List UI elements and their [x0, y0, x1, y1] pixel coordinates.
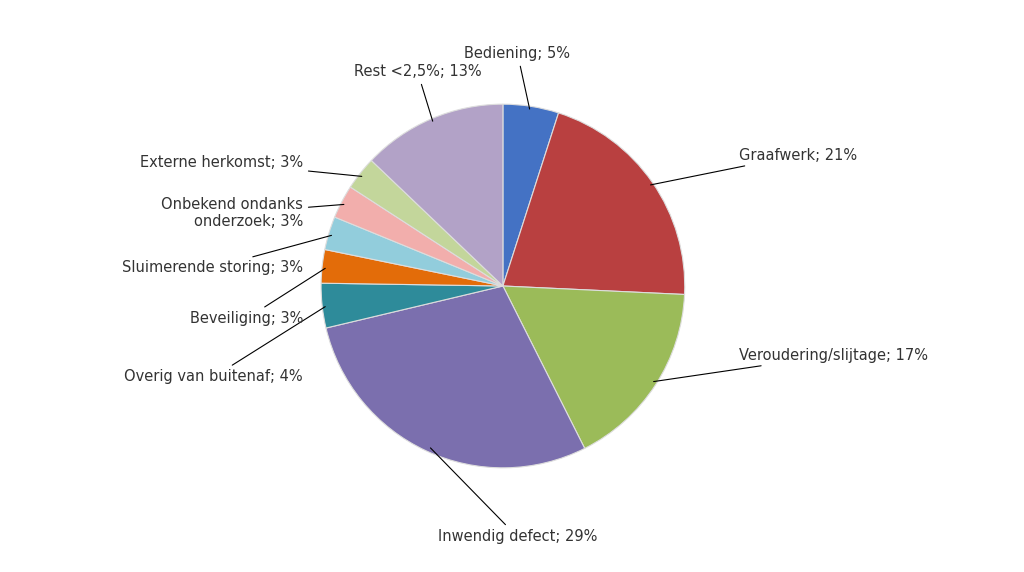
Text: Rest <2,5%; 13%: Rest <2,5%; 13%	[353, 64, 481, 121]
Wedge shape	[326, 286, 585, 468]
Wedge shape	[372, 104, 503, 286]
Wedge shape	[335, 187, 503, 286]
Wedge shape	[350, 161, 503, 286]
Text: Beveiliging; 3%: Beveiliging; 3%	[189, 268, 326, 326]
Text: Bediening; 5%: Bediening; 5%	[465, 46, 570, 109]
Wedge shape	[503, 286, 684, 448]
Wedge shape	[503, 113, 685, 295]
Text: Inwendig defect; 29%: Inwendig defect; 29%	[430, 448, 597, 545]
Wedge shape	[503, 104, 558, 286]
Wedge shape	[322, 283, 503, 328]
Text: Graafwerk; 21%: Graafwerk; 21%	[650, 148, 857, 185]
Text: Veroudering/slijtage; 17%: Veroudering/slijtage; 17%	[653, 348, 929, 382]
Text: Onbekend ondanks
onderzoek; 3%: Onbekend ondanks onderzoek; 3%	[161, 197, 344, 229]
Text: Externe herkomst; 3%: Externe herkomst; 3%	[139, 155, 361, 176]
Text: Sluimerende storing; 3%: Sluimerende storing; 3%	[122, 235, 332, 275]
Wedge shape	[322, 249, 503, 286]
Wedge shape	[325, 217, 503, 286]
Text: Overig van buitenaf; 4%: Overig van buitenaf; 4%	[124, 307, 326, 384]
